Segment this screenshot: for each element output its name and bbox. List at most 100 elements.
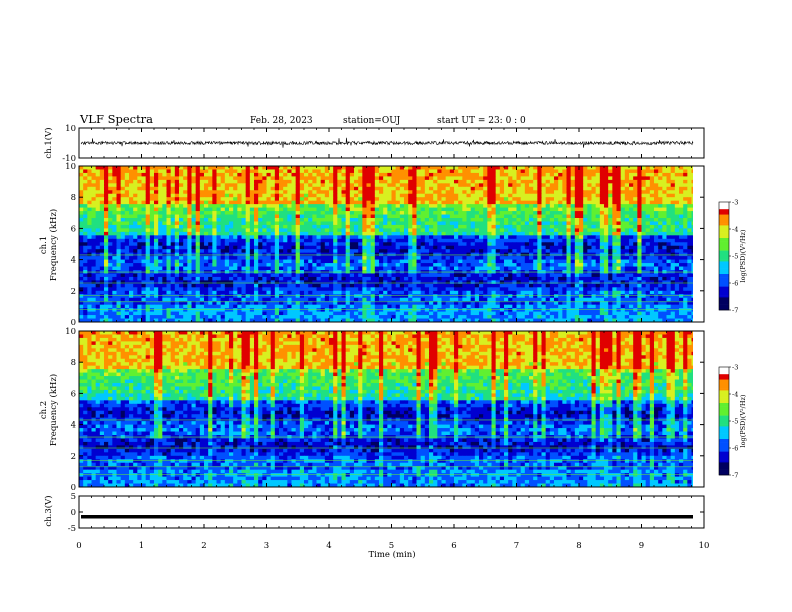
spectrogram-cell (445, 228, 451, 233)
spectrogram-cell (612, 197, 617, 202)
spectrogram-cell (108, 273, 113, 278)
spectrogram-cell (391, 242, 397, 247)
spectrogram-cell (670, 200, 676, 205)
spectrogram-cell (266, 190, 272, 195)
spectrogram-cell (241, 186, 247, 191)
spectrogram-cell (462, 238, 467, 243)
spectrogram-cell (687, 197, 692, 202)
spectrogram-cell (424, 218, 430, 222)
spectrogram-cell (266, 224, 272, 229)
spectrogram-cell (462, 228, 467, 233)
spectrogram-cell (249, 266, 255, 271)
spectrogram-cell (679, 256, 684, 260)
spectrogram-cell (287, 197, 292, 202)
spectrogram-cell (570, 166, 576, 170)
spectrogram-cell (616, 245, 622, 250)
spectrogram-cell (254, 235, 259, 240)
spectrogram-cell (470, 207, 476, 212)
spectrogram-cell (245, 249, 251, 254)
spectrogram-cell (408, 179, 413, 184)
spectrogram-cell (308, 186, 313, 191)
spectrogram-cell (249, 193, 255, 198)
spectrogram-cell (283, 197, 288, 202)
spectrogram-cell (416, 238, 422, 243)
spectrogram-cell (224, 238, 230, 243)
spectrogram-cell (99, 179, 105, 184)
spectrogram-cell (537, 211, 542, 215)
spectrogram-cell (599, 186, 605, 191)
spectrogram-cell (679, 183, 684, 188)
spectrogram-cell (362, 176, 367, 181)
spectrogram-cell (624, 273, 630, 278)
spectrogram-cell (637, 259, 642, 264)
spectrogram-cell (137, 176, 142, 181)
spectrogram-cell (262, 263, 267, 267)
spectrogram-cell (524, 256, 530, 260)
spectrogram-cell (616, 197, 622, 202)
spectrogram-cell (566, 218, 572, 222)
spectrogram-cell (620, 207, 626, 212)
spectrogram-cell (299, 183, 305, 188)
spectrogram-cell (595, 242, 601, 247)
spectrogram-cell (495, 193, 501, 198)
spectrogram-cell (499, 197, 505, 202)
spectrogram-cell (633, 263, 638, 267)
spectrogram-cell (687, 235, 692, 240)
spectrogram-cell (91, 224, 97, 229)
spectrogram-cell (495, 259, 501, 264)
spectrogram-cell (245, 207, 251, 212)
spectrogram-cell (449, 259, 455, 264)
spectrogram-cell (670, 172, 676, 177)
spectrogram-cell (320, 249, 326, 254)
spectrogram-cell (304, 259, 309, 264)
spectrogram-cell (679, 172, 684, 177)
spectrogram-cell (679, 200, 684, 205)
spectrogram-cell (641, 263, 647, 267)
spectrogram-cell (454, 273, 459, 278)
spectrogram-cell (566, 256, 572, 260)
spectrogram-cell (191, 221, 197, 226)
spectrogram-cell (141, 179, 147, 184)
spectrogram-cell (170, 276, 176, 281)
spectrogram-cell (524, 204, 530, 208)
spectrogram-cell (616, 273, 622, 278)
spectrogram-cell (329, 172, 334, 177)
spectrogram-cell (129, 207, 134, 212)
spectrogram-cell (429, 266, 434, 271)
spectrogram-cell (304, 190, 309, 195)
spectrogram-cell (404, 242, 409, 247)
spectrogram-cell (374, 242, 380, 247)
spectrogram-cell (354, 259, 359, 264)
spectrogram-cell (570, 238, 576, 243)
spectrogram-cell (445, 190, 451, 195)
spectrogram-cell (649, 200, 655, 205)
spectrogram-cell (624, 242, 630, 247)
spectrogram-cell (83, 166, 88, 170)
spectrogram-cell (95, 249, 101, 254)
spectrogram-cell (229, 249, 234, 254)
spectrogram-cell (508, 218, 513, 222)
spectrogram-cell (91, 276, 97, 281)
spectrogram-cell (308, 197, 313, 202)
spectrogram-cell (449, 228, 455, 233)
spectrogram-cell (91, 204, 97, 208)
spectrogram-cell (133, 235, 138, 240)
spectrogram-cell (291, 193, 297, 198)
spectrogram-cell (204, 224, 209, 229)
spectrogram-cell (479, 186, 484, 191)
spectrogram-cell (604, 169, 609, 174)
spectrogram-cell (616, 183, 622, 188)
spectrogram-cell (524, 245, 530, 250)
spectrogram-cell (324, 186, 330, 191)
spectrogram-cell (324, 273, 330, 278)
spectrogram-cell (412, 183, 417, 188)
spectrogram-cell (341, 238, 347, 243)
spectrogram-cell (274, 228, 280, 233)
spectrogram-cell (337, 169, 342, 174)
spectrogram-cell (170, 228, 176, 233)
spectrogram-cell (591, 242, 597, 247)
spectrogram-cell (495, 273, 501, 278)
spectrogram-cell (208, 166, 213, 170)
spectrogram-cell (416, 179, 422, 184)
spectrogram-cell (166, 228, 172, 233)
